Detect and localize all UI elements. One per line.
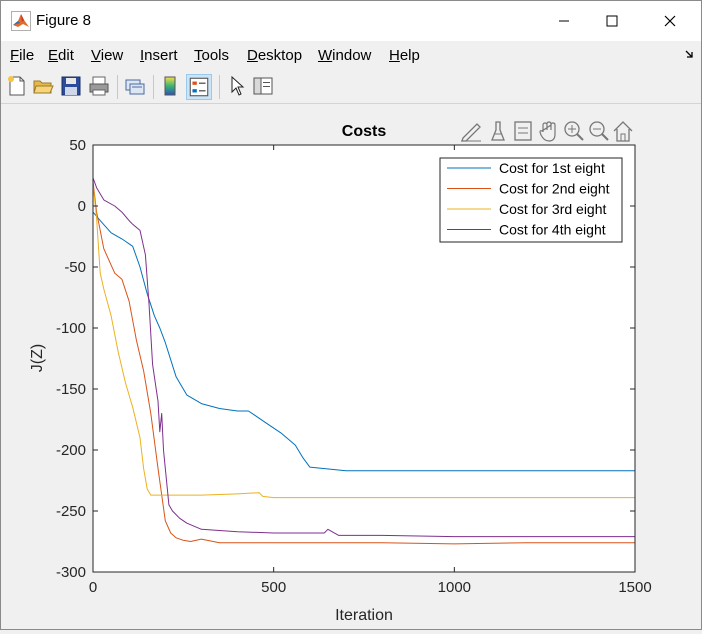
series-line-2 bbox=[92, 181, 635, 545]
y-tick-label: -50 bbox=[64, 259, 86, 276]
y-axis-label: J(Z) bbox=[29, 344, 46, 372]
toolbar-separator bbox=[153, 75, 154, 99]
axes-toolbar bbox=[461, 121, 633, 142]
maximize-button[interactable] bbox=[589, 1, 635, 41]
menu-edit[interactable]: Edit bbox=[48, 47, 74, 64]
series-line-3 bbox=[92, 183, 635, 499]
save-icon[interactable] bbox=[60, 75, 82, 97]
menu-bar: File Edit View Insert Tools Desktop Wind… bbox=[1, 41, 701, 71]
figure-canvas: 0 500 1000 1500 50 0 -50 -100 -150 -200 -250 -300 C… bbox=[1, 104, 701, 629]
legend-label-1: Cost for 1st eight bbox=[499, 160, 605, 176]
pan-icon[interactable] bbox=[539, 121, 556, 142]
window-title: Figure 8 bbox=[36, 12, 92, 29]
legend-label-4: Cost for 4th eight bbox=[499, 222, 606, 238]
edit-plot-icon[interactable] bbox=[461, 123, 481, 142]
legend-icon[interactable] bbox=[186, 74, 212, 100]
y-tick-label: -100 bbox=[56, 320, 86, 337]
maximize-icon bbox=[606, 15, 618, 27]
figure-toolbar bbox=[1, 71, 701, 104]
menu-insert[interactable]: Insert bbox=[140, 47, 178, 64]
link-plot-icon[interactable] bbox=[124, 75, 146, 97]
close-icon bbox=[664, 15, 676, 27]
series-layer bbox=[92, 177, 635, 545]
menu-help[interactable]: Help bbox=[389, 47, 420, 64]
legend-box bbox=[439, 157, 623, 243]
menu-desktop[interactable]: Desktop bbox=[247, 47, 303, 64]
y-tick-label: 50 bbox=[69, 137, 86, 154]
toolbar-separator bbox=[219, 75, 220, 99]
y-tick-label: 0 bbox=[78, 198, 86, 215]
matlab-logo-icon bbox=[11, 11, 31, 31]
property-inspector-icon[interactable] bbox=[252, 75, 274, 97]
legend-label-3: Cost for 3rd eight bbox=[499, 201, 606, 217]
x-tick-label: 1000 bbox=[438, 579, 471, 596]
x-tick-label: 500 bbox=[261, 579, 286, 596]
restore-view-icon[interactable] bbox=[613, 121, 633, 142]
menu-tools[interactable]: Tools bbox=[194, 47, 230, 64]
menu-file[interactable]: File bbox=[10, 47, 35, 64]
close-button[interactable] bbox=[647, 1, 693, 41]
new-figure-icon[interactable] bbox=[6, 75, 28, 97]
minimize-button[interactable] bbox=[541, 1, 587, 41]
brush-icon[interactable] bbox=[491, 121, 505, 141]
series-line-4 bbox=[92, 177, 635, 538]
print-icon[interactable] bbox=[88, 75, 110, 97]
series-line-1 bbox=[92, 211, 635, 472]
zoom-out-icon[interactable] bbox=[589, 121, 609, 141]
y-tick-label: -250 bbox=[56, 503, 86, 520]
legend[interactable]: Cost for 1st eight Cost for 2nd eight Cost… bbox=[439, 157, 623, 243]
toolbar-separator bbox=[117, 75, 118, 99]
axes-box bbox=[92, 144, 636, 573]
dock-arrow-icon[interactable] bbox=[685, 49, 695, 59]
open-file-icon[interactable] bbox=[32, 75, 54, 97]
y-tick-label: -200 bbox=[56, 442, 86, 459]
legend-label-2: Cost for 2nd eight bbox=[499, 181, 610, 197]
menu-view[interactable]: View bbox=[91, 47, 124, 64]
y-tick-label: -300 bbox=[56, 564, 86, 581]
x-axis-label: Iteration bbox=[335, 607, 393, 624]
data-tips-icon[interactable] bbox=[514, 121, 532, 141]
menu-window[interactable]: Window bbox=[318, 47, 372, 64]
x-tick-label: 1500 bbox=[618, 579, 651, 596]
title-bar: Figure 8 bbox=[1, 1, 701, 41]
chart-title: Costs bbox=[342, 123, 387, 140]
x-tick-label: 0 bbox=[89, 579, 97, 596]
minimize-icon bbox=[559, 20, 569, 22]
zoom-in-icon[interactable] bbox=[564, 121, 584, 141]
pointer-icon[interactable] bbox=[226, 75, 248, 97]
y-tick-label: -150 bbox=[56, 381, 86, 398]
colorbar-icon[interactable] bbox=[160, 75, 182, 97]
